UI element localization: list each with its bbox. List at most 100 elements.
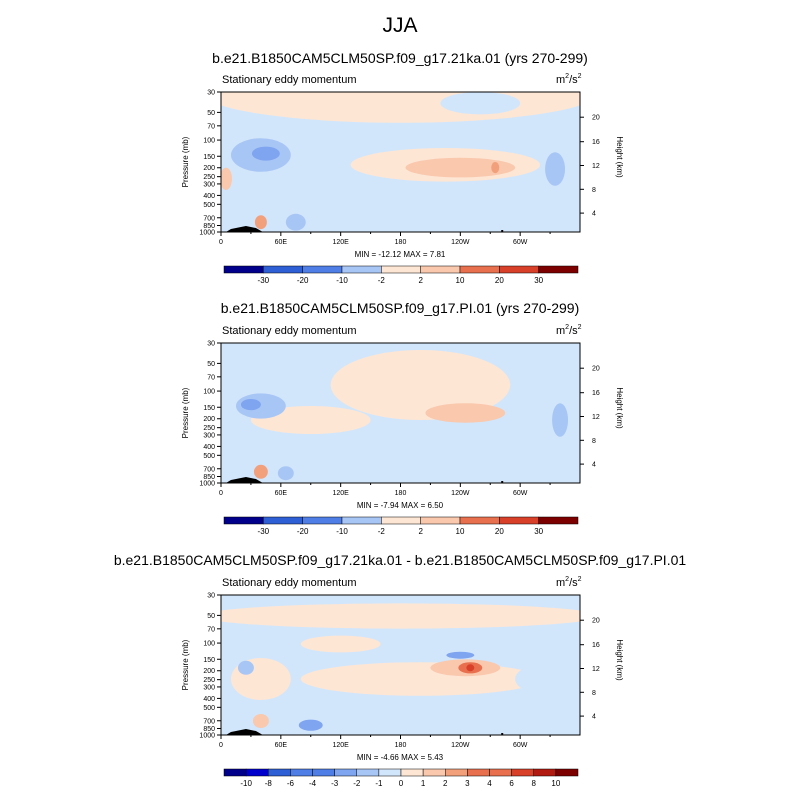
pressure-tick-label: 400 xyxy=(203,444,215,451)
colorbar-label: -1 xyxy=(375,779,383,788)
lon-tick-label: 120W xyxy=(451,490,470,497)
pacific-positive xyxy=(300,635,381,653)
colorbar-segment xyxy=(356,768,380,777)
lon-tick-label: 180 xyxy=(395,742,407,749)
colorbar-segment xyxy=(459,265,500,274)
height-tick-label: 20 xyxy=(592,366,600,373)
colorbar-label: -20 xyxy=(297,527,309,536)
lon-tick-label: 120W xyxy=(451,239,470,246)
height-tick-label: 4 xyxy=(592,211,596,218)
colorbar-label: 2 xyxy=(418,276,423,285)
left-string: Stationary eddy momentum xyxy=(222,74,357,86)
lon-tick-label: 0 xyxy=(219,239,223,246)
height-tick-label: 8 xyxy=(592,690,596,697)
pressure-tick-label: 400 xyxy=(203,696,215,703)
height-tick-label: 8 xyxy=(592,438,596,445)
panel-2-field xyxy=(221,343,580,483)
colorbar-segment xyxy=(381,516,421,525)
stats-text: MIN = -4.66 MAX = 5.43 xyxy=(357,753,444,762)
y-axis-right-label: Height (km) xyxy=(615,639,624,681)
surface-negative xyxy=(285,213,306,231)
lon-tick-label: 0 xyxy=(219,742,223,749)
topography xyxy=(225,477,263,483)
colorbar-label: -3 xyxy=(331,779,339,788)
pressure-tick-label: 30 xyxy=(207,341,215,348)
colorbar-label: 8 xyxy=(532,779,537,788)
colorbar-segment xyxy=(459,516,500,525)
colorbar-segment xyxy=(302,516,343,525)
pressure-tick-label: 500 xyxy=(203,453,215,460)
panel-3: Stationary eddy momentum m2/s230507010015… xyxy=(181,576,624,788)
pressure-tick-label: 70 xyxy=(207,123,215,130)
colorbar-segment xyxy=(555,768,579,777)
jet-positive-band xyxy=(300,662,541,696)
lon-tick-label: 60W xyxy=(513,239,528,246)
upper-negative-patch xyxy=(440,92,521,115)
units-label: m2/s2 xyxy=(556,576,582,589)
colorbar-segment xyxy=(223,516,264,525)
colorbar-label: 10 xyxy=(551,779,560,788)
colorbar-segment xyxy=(263,516,303,525)
colorbar-segment xyxy=(538,516,579,525)
y-axis-label: Pressure (mb) xyxy=(181,136,190,187)
pressure-tick-label: 200 xyxy=(203,668,215,675)
colorbar-label: 30 xyxy=(534,527,543,536)
pressure-tick-label: 700 xyxy=(203,466,215,473)
colorbar-segment xyxy=(223,768,247,777)
americas-negative xyxy=(552,403,569,437)
lon-tick-label: 60E xyxy=(275,742,288,749)
surface-negative xyxy=(298,719,323,731)
lon-tick-label: 120E xyxy=(332,742,349,749)
main-title: JJA xyxy=(382,14,418,37)
colorbar-segment xyxy=(538,265,579,274)
americas-negative xyxy=(515,665,566,693)
pressure-tick-label: 150 xyxy=(203,154,215,161)
colorbar-segment xyxy=(312,768,335,777)
pressure-tick-label: 150 xyxy=(203,657,215,664)
colorbar-segment xyxy=(499,265,539,274)
left-string: Stationary eddy momentum xyxy=(222,325,357,337)
topography-andes xyxy=(501,481,504,483)
lon-tick-label: 120E xyxy=(332,490,349,497)
jet-max-spot xyxy=(466,664,475,672)
colorbar-label: 20 xyxy=(495,527,504,536)
pressure-tick-label: 250 xyxy=(203,425,215,432)
colorbar-label: 30 xyxy=(534,276,543,285)
asia-negative-core xyxy=(240,399,261,411)
units-label: m2/s2 xyxy=(556,324,582,337)
lon-tick-label: 60W xyxy=(513,742,528,749)
colorbar-label: -8 xyxy=(265,779,273,788)
pressure-tick-label: 70 xyxy=(207,626,215,633)
colorbar-segment xyxy=(420,516,461,525)
pressure-tick-label: 700 xyxy=(203,718,215,725)
surface-negative xyxy=(277,466,294,481)
jet-positive-core xyxy=(405,157,516,178)
colorbar-label: -30 xyxy=(258,527,270,536)
colorbar-label: 10 xyxy=(456,276,465,285)
colorbar-segment xyxy=(467,768,490,777)
pressure-tick-label: 850 xyxy=(203,474,215,481)
colorbar-label: 3 xyxy=(465,779,470,788)
pressure-tick-label: 30 xyxy=(207,90,215,97)
colorbar-segment xyxy=(341,265,382,274)
jet-positive-core xyxy=(425,403,506,423)
lon-tick-label: 180 xyxy=(395,239,407,246)
left-string: Stationary eddy momentum xyxy=(222,577,357,589)
colorbar-segment xyxy=(290,768,313,777)
panel-3-title: b.e21.B1850CAM5CLM50SP.f09_g17.21ka.01 -… xyxy=(113,552,687,568)
pressure-tick-label: 850 xyxy=(203,223,215,230)
pressure-tick-label: 30 xyxy=(207,593,215,600)
y-axis-label: Pressure (mb) xyxy=(181,387,190,438)
height-tick-label: 12 xyxy=(592,414,600,421)
pressure-tick-label: 200 xyxy=(203,416,215,423)
stats-text: MIN = -12.12 MAX = 7.81 xyxy=(355,250,446,259)
pressure-tick-label: 1000 xyxy=(199,481,215,488)
colorbar-label: 20 xyxy=(495,276,504,285)
colorbar-segment xyxy=(334,768,357,777)
surface-positive xyxy=(254,215,267,230)
topography-andes xyxy=(501,230,504,232)
lon-tick-label: 120W xyxy=(451,742,470,749)
colorbar-label: 2 xyxy=(443,779,448,788)
colorbar-segment xyxy=(420,265,461,274)
